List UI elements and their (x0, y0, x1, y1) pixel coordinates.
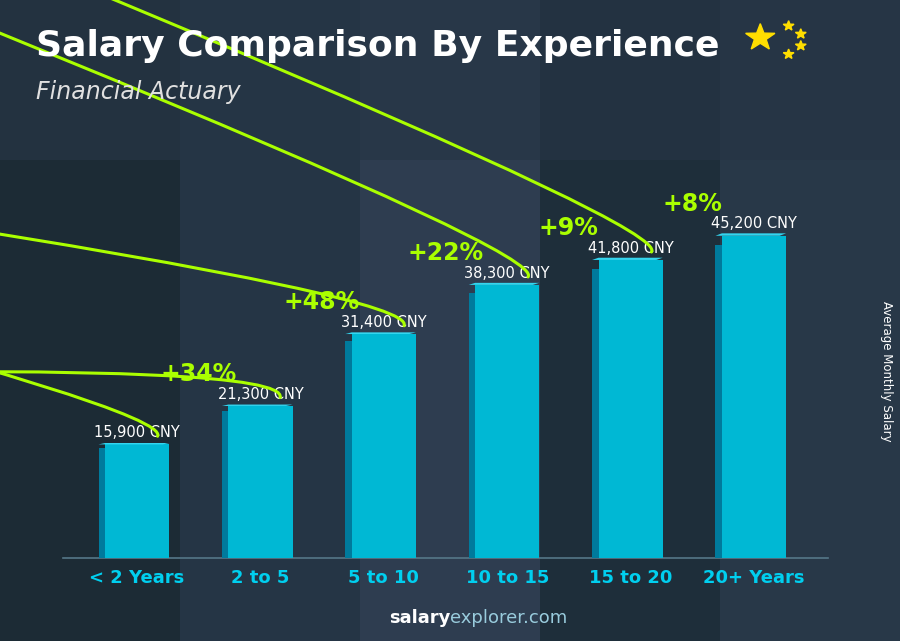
Bar (360, 0, 540, 641)
Polygon shape (592, 258, 662, 260)
Polygon shape (469, 283, 539, 285)
Polygon shape (783, 49, 794, 58)
Text: +9%: +9% (539, 216, 599, 240)
Text: +34%: +34% (160, 362, 237, 386)
Bar (0, 0, 900, 160)
Bar (475, 285, 539, 558)
Text: Average Monthly Salary: Average Monthly Salary (880, 301, 893, 442)
Text: 41,800 CNY: 41,800 CNY (588, 240, 673, 256)
Polygon shape (98, 443, 169, 444)
Polygon shape (346, 332, 416, 334)
Polygon shape (745, 24, 775, 49)
Bar (180, 0, 360, 641)
Bar (716, 246, 722, 558)
Text: +22%: +22% (408, 240, 483, 265)
Text: Financial Actuary: Financial Actuary (36, 80, 240, 104)
Bar (540, 0, 720, 641)
Bar (598, 260, 662, 558)
Text: +8%: +8% (662, 192, 722, 215)
Text: 38,300 CNY: 38,300 CNY (464, 265, 550, 281)
Text: +48%: +48% (284, 290, 360, 314)
Text: Salary Comparison By Experience: Salary Comparison By Experience (36, 29, 719, 63)
Bar (229, 406, 292, 558)
Text: 31,400 CNY: 31,400 CNY (341, 315, 427, 329)
Text: 45,200 CNY: 45,200 CNY (711, 217, 796, 231)
Bar (0, 0, 180, 641)
Text: salary: salary (389, 609, 450, 627)
Polygon shape (796, 29, 806, 38)
Bar (722, 236, 786, 558)
Text: 21,300 CNY: 21,300 CNY (218, 387, 303, 402)
Polygon shape (222, 404, 292, 406)
Bar (222, 410, 229, 558)
Polygon shape (796, 40, 806, 50)
Bar (346, 341, 352, 558)
Text: explorer.com: explorer.com (450, 609, 567, 627)
Polygon shape (783, 21, 794, 30)
Bar (592, 269, 598, 558)
Bar (352, 334, 416, 558)
Bar (105, 444, 169, 558)
Text: 15,900 CNY: 15,900 CNY (94, 425, 180, 440)
Bar (469, 293, 475, 558)
Bar (98, 448, 105, 558)
Bar (720, 0, 900, 641)
Polygon shape (716, 233, 786, 236)
